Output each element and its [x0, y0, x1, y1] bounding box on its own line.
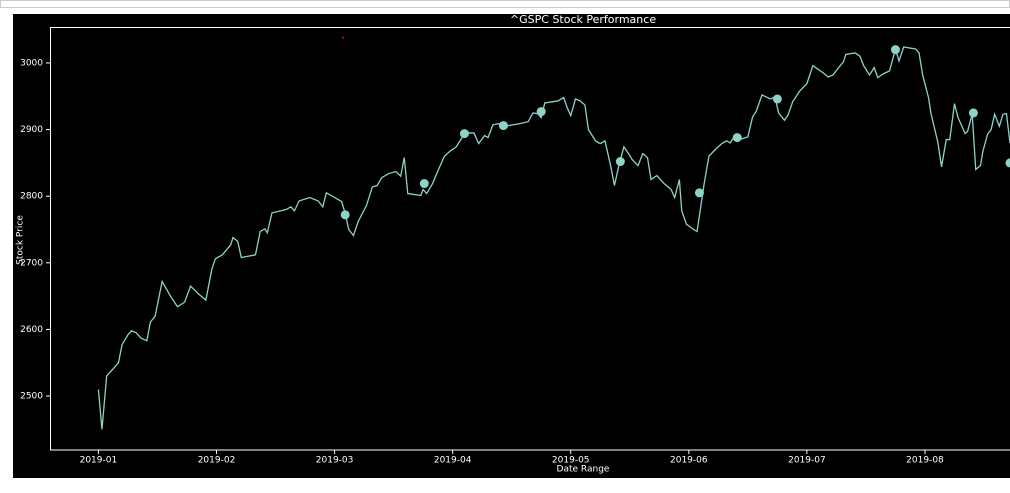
marker — [341, 210, 350, 219]
marker — [342, 37, 344, 39]
marker — [420, 179, 429, 188]
x-tick-label: 2019-07 — [788, 456, 826, 466]
x-tick-label: 2019-01 — [80, 456, 118, 466]
marker — [773, 94, 782, 103]
x-tick-label: 2019-02 — [198, 456, 236, 466]
figure — [13, 14, 1010, 478]
y-tick-label: 2500 — [20, 392, 43, 402]
y-tick-label: 2800 — [20, 192, 43, 202]
chart-title: ^GSPC Stock Performance — [510, 13, 656, 26]
x-tick-label: 2019-03 — [316, 456, 354, 466]
marker — [460, 129, 469, 138]
x-tick-label: 2019-04 — [434, 456, 472, 466]
y-tick-label: 3000 — [20, 58, 43, 68]
y-tick-label: 2700 — [20, 258, 43, 268]
marker — [537, 107, 546, 116]
y-tick-label: 2600 — [20, 325, 43, 335]
marker — [499, 121, 508, 130]
marker — [969, 108, 978, 117]
y-tick-label: 2900 — [20, 125, 43, 135]
marker — [891, 45, 900, 54]
x-tick-label: 2019-08 — [906, 456, 944, 466]
marker — [695, 188, 704, 197]
cell-bar — [1, 1, 1010, 8]
x-tick-label: 2019-05 — [552, 456, 590, 466]
x-tick-label: 2019-06 — [670, 456, 708, 466]
marker — [733, 133, 742, 142]
x-axis-label: Date Range — [557, 465, 610, 475]
marker — [616, 157, 625, 166]
